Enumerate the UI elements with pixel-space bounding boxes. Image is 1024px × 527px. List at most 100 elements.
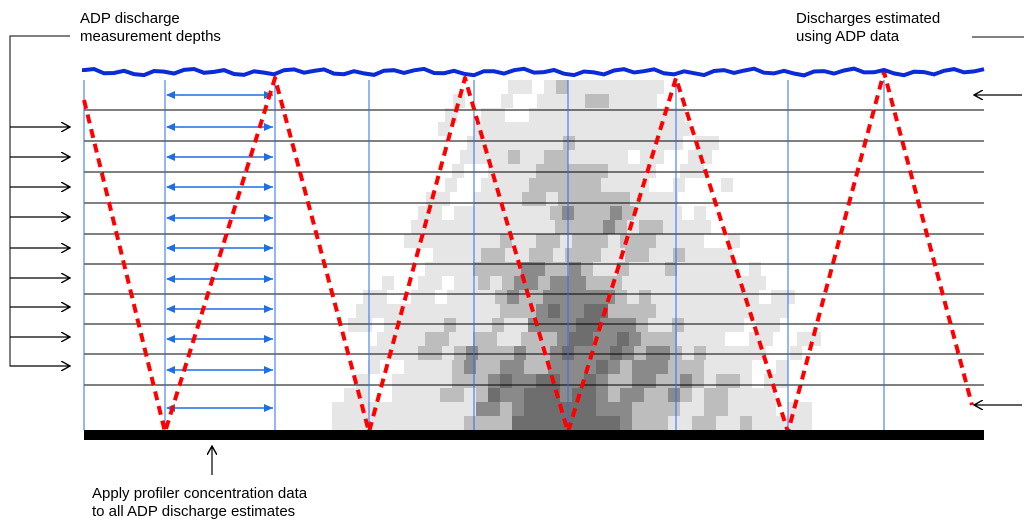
plume-cell — [610, 206, 622, 220]
plume-cell — [560, 374, 572, 388]
plume-cell — [800, 416, 812, 430]
plume-cell — [526, 346, 538, 360]
plume-cell — [582, 122, 594, 136]
plume-cell — [668, 388, 680, 402]
plume-cell — [548, 234, 560, 248]
depths-bracket — [9, 35, 70, 367]
plume-cell — [532, 150, 544, 164]
plume-cell — [476, 402, 488, 416]
plume-cell — [543, 290, 555, 304]
plume-cell — [756, 318, 768, 332]
plume-cell — [392, 416, 404, 430]
discharges-bracket — [972, 36, 1024, 405]
plume-cell — [591, 290, 603, 304]
plume-cell — [435, 220, 447, 234]
plume-cell — [560, 360, 572, 374]
plume-cell — [713, 332, 725, 346]
plume-cell — [688, 150, 700, 164]
plume-cell — [644, 360, 656, 374]
plume-cell — [668, 374, 680, 388]
plume-cell — [442, 346, 454, 360]
plume-cell — [622, 346, 634, 360]
plume-cell — [625, 248, 637, 262]
plume-cell — [699, 220, 711, 234]
plume-cell — [488, 388, 500, 402]
plume-cell — [394, 346, 406, 360]
plume-cell — [742, 276, 754, 290]
plume-cell — [689, 332, 701, 346]
plume-cell — [632, 234, 644, 248]
plume-cell — [529, 178, 541, 192]
plume-cell — [552, 318, 564, 332]
plume-cell — [534, 192, 546, 206]
plume-cell — [545, 332, 557, 346]
plume-cell — [625, 108, 637, 122]
plume-cell — [639, 220, 651, 234]
plume-cell — [612, 318, 624, 332]
plume-cell — [601, 248, 613, 262]
plume-cell — [723, 290, 735, 304]
plume-cell — [677, 262, 689, 276]
plume-cell — [425, 262, 437, 276]
plume-cell — [632, 374, 644, 388]
plume-cell — [404, 374, 416, 388]
plume-cell — [709, 248, 721, 262]
plume-cell — [447, 220, 459, 234]
plume-cell — [600, 318, 612, 332]
plume-cell — [728, 374, 740, 388]
plume-cell — [584, 416, 596, 430]
plume-cell — [652, 80, 664, 94]
plume-cell — [452, 164, 464, 178]
plume-cell — [497, 332, 509, 346]
plume-cell — [478, 206, 490, 220]
plume-cell — [692, 402, 704, 416]
plume-cell — [764, 388, 776, 402]
plume-cell — [680, 416, 692, 430]
plume-cell — [680, 234, 692, 248]
plume-cell — [640, 150, 652, 164]
plume-cell — [416, 416, 428, 430]
plume-cell — [716, 402, 728, 416]
plume-cell — [718, 346, 730, 360]
plume-cell — [632, 416, 644, 430]
plume-cell — [704, 304, 716, 318]
plume-cell — [476, 304, 488, 318]
plume-cell — [416, 374, 428, 388]
plume-cell — [596, 402, 608, 416]
transect-path — [82, 70, 974, 434]
plume-cell — [401, 332, 413, 346]
plume-cell — [651, 290, 663, 304]
plume-cell — [570, 192, 582, 206]
plume-cell — [668, 360, 680, 374]
plume-cell — [548, 304, 560, 318]
plume-cell — [533, 262, 545, 276]
plume-cell — [452, 374, 464, 388]
plume-cell — [565, 248, 577, 262]
plume-cell — [596, 416, 608, 430]
plume-cell — [649, 248, 661, 262]
plume-cell — [368, 360, 380, 374]
plume-cell — [521, 332, 533, 346]
plume-cell — [680, 304, 692, 318]
plume-cell — [428, 402, 440, 416]
plume-cell — [536, 402, 548, 416]
plume-cell — [382, 276, 394, 290]
plume-cell — [430, 206, 442, 220]
sediment-plume — [332, 80, 821, 430]
plume-cell — [752, 402, 764, 416]
plume-cell — [500, 402, 512, 416]
plume-cell — [416, 304, 428, 318]
plume-cell — [634, 346, 646, 360]
plume-cell — [510, 192, 522, 206]
plume-cell — [776, 374, 788, 388]
plume-cell — [517, 178, 529, 192]
plume-cell — [620, 304, 632, 318]
plume-cell — [522, 122, 534, 136]
plume-cell — [675, 290, 687, 304]
plume-cell — [527, 136, 539, 150]
plume-cell — [553, 248, 565, 262]
plume-cell — [370, 346, 382, 360]
plume-cell — [524, 360, 536, 374]
plume-cell — [500, 374, 512, 388]
plume-cell — [675, 220, 687, 234]
